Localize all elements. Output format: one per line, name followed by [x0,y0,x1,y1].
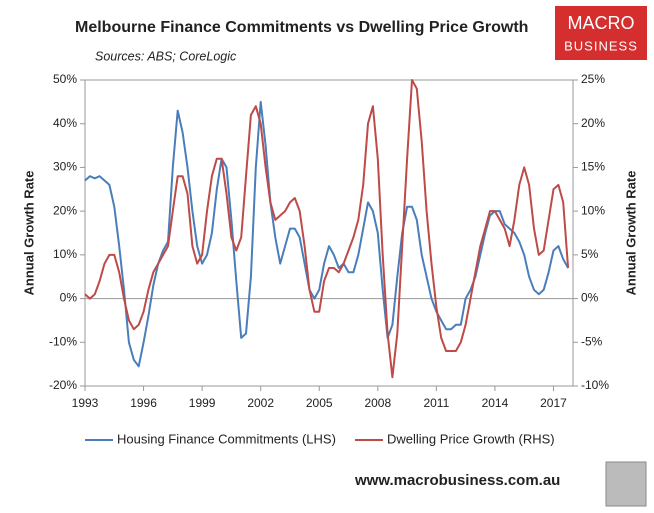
y-axis-label: Annual Growth Rate [21,171,36,296]
y2-tick-label: -5% [581,334,603,348]
x-tick-label: 2008 [364,396,391,410]
x-tick-label: 1993 [72,396,99,410]
y2-tick-label: 10% [581,203,605,217]
y-tick-label: 10% [53,247,77,261]
y2-axis-label: Annual Growth Rate [623,171,638,296]
x-tick-label: 1996 [130,396,157,410]
logo-image [605,461,647,507]
y-tick-label: -20% [49,378,77,392]
legend-label: Housing Finance Commitments (LHS) [117,431,336,446]
y-tick-label: 20% [53,203,77,217]
y2-tick-label: -10% [581,378,609,392]
x-tick-label: 2005 [306,396,333,410]
y2-tick-label: 0% [581,291,599,305]
plot-area [84,79,574,387]
x-tick-label: 1999 [189,396,216,410]
y-tick-label: 40% [53,116,77,130]
footer: www.macrobusiness.com.au [354,472,560,489]
y2-tick-label: 15% [581,160,605,174]
logo-text: MACRO [568,13,635,33]
series-line [84,79,570,379]
chart-subtitle: Sources: ABS; CoreLogic [95,49,237,63]
y2-tick-label: 5% [581,247,599,261]
y-tick-label: 0% [60,291,78,305]
x-tick-label: 2011 [423,396,449,410]
x-tick-label: 2017 [540,396,567,410]
y-tick-label: 50% [53,72,77,86]
logo-box [555,6,647,60]
y2-tick-label: 20% [581,116,605,130]
legend-label: Dwelling Price Growth (RHS) [387,431,555,446]
logo-text: BUSINESS [564,38,638,53]
y2-tick-label: 25% [581,72,605,86]
y-tick-label: 30% [53,160,77,174]
x-tick-label: 2014 [482,396,509,410]
chart-title: Melbourne Finance Commitments vs Dwellin… [75,19,528,36]
x-tick-label: 2002 [247,396,274,410]
series-line [84,100,569,368]
y-tick-label: -10% [49,334,77,348]
